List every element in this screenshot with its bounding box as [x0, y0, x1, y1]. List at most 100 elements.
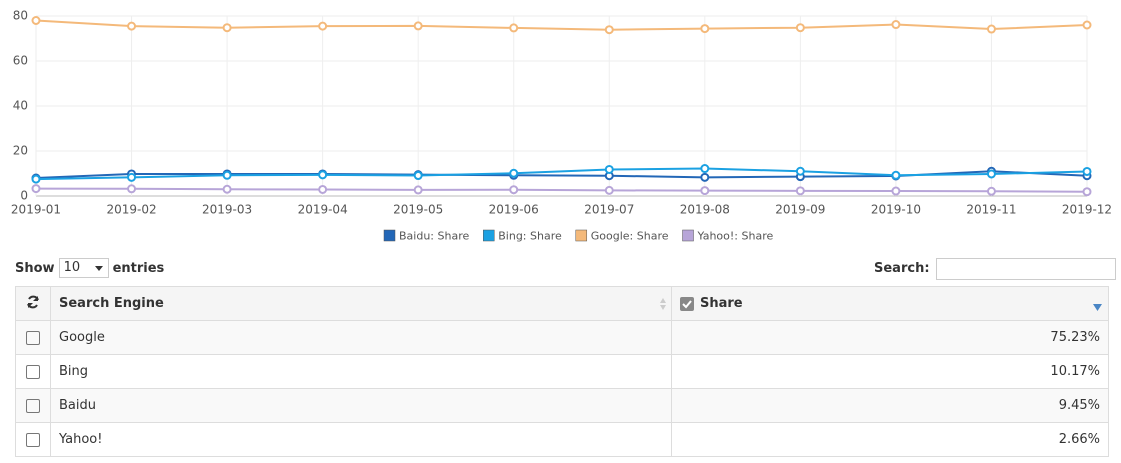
- point-marker: [604, 185, 614, 195]
- share-cell: 2.66%: [671, 422, 1109, 457]
- search-label: Search:: [874, 261, 930, 276]
- search-input[interactable]: [935, 258, 1116, 280]
- series-line: [35, 19, 1088, 31]
- point-marker: [891, 20, 901, 30]
- row-checkbox[interactable]: [26, 398, 40, 413]
- point-marker: [31, 184, 41, 194]
- y-tick-label: 40: [13, 99, 28, 113]
- point-marker: [795, 166, 805, 176]
- x-tick-label: 2019-12: [1062, 203, 1112, 217]
- chart: 0 20 40 60 80 2019-01 2019-02 2019-03 2019-04 201…: [11, 9, 1112, 243]
- header-text: Share: [700, 296, 743, 311]
- point-marker: [127, 21, 137, 31]
- point-marker: [1082, 187, 1092, 197]
- x-tick-label: 2019-02: [106, 203, 156, 217]
- sort-icon[interactable]: [1093, 304, 1102, 311]
- row-checkbox[interactable]: [26, 330, 40, 345]
- header-text: Search Engine: [59, 296, 164, 311]
- table-row[interactable]: Bing 10.17%: [15, 354, 1109, 389]
- refresh-icon[interactable]: [26, 295, 40, 309]
- engine-cell: Baidu: [50, 388, 672, 423]
- legend-swatch: [483, 229, 495, 242]
- show-label: Show: [15, 261, 55, 276]
- legend-label: Baidu: Share: [399, 230, 469, 243]
- x-tick-label: 2019-01: [11, 203, 61, 217]
- point-marker: [986, 186, 996, 196]
- x-tick-label: 2019-03: [202, 203, 252, 217]
- refresh-header[interactable]: [15, 286, 51, 321]
- share-cell: 9.45%: [671, 388, 1109, 423]
- y-tick-label: 20: [13, 144, 28, 158]
- x-tick-label: 2019-04: [298, 203, 348, 217]
- point-marker: [413, 21, 423, 31]
- point-marker: [413, 171, 423, 181]
- length-select[interactable]: 10: [58, 258, 109, 278]
- point-marker: [318, 170, 328, 180]
- legend-label: Bing: Share: [498, 230, 562, 243]
- point-marker: [509, 168, 519, 178]
- x-tick-label: 2019-09: [775, 203, 825, 217]
- row-checkbox[interactable]: [26, 364, 40, 379]
- point-marker: [222, 23, 232, 33]
- length-control: Show 10 entries: [15, 258, 164, 280]
- x-tick-label: 2019-11: [966, 203, 1016, 217]
- point-marker: [986, 24, 996, 34]
- legend-label: Yahoo!: Share: [697, 230, 774, 243]
- row-select: [15, 354, 51, 389]
- row-select: [15, 320, 51, 355]
- legend-swatch: [575, 229, 588, 242]
- data-table: Search Engine Share Google 75.23% Bing 10.1…: [15, 286, 1109, 457]
- x-tick-label: 2019-08: [680, 203, 730, 217]
- point-marker: [604, 164, 614, 174]
- sort-icon[interactable]: [659, 297, 667, 311]
- point-marker: [31, 174, 41, 184]
- y-tick-label: 0: [20, 189, 28, 203]
- column-checkbox[interactable]: [680, 296, 694, 311]
- table-row[interactable]: Baidu 9.45%: [15, 388, 1109, 423]
- column-header[interactable]: Search Engine: [50, 286, 672, 321]
- x-tick-label: 2019-06: [489, 203, 539, 217]
- point-marker: [700, 24, 710, 34]
- table-row[interactable]: Google 75.23%: [15, 320, 1109, 355]
- point-marker: [891, 186, 901, 196]
- x-tick-label: 2019-05: [393, 203, 443, 217]
- column-header[interactable]: Share: [671, 286, 1109, 321]
- series-line: [35, 187, 1088, 193]
- engine-cell: Yahoo!: [50, 422, 672, 457]
- point-marker: [318, 184, 328, 194]
- point-marker: [795, 186, 805, 196]
- x-tick-label: 2019-10: [871, 203, 921, 217]
- point-marker: [604, 25, 614, 35]
- y-tick-label: 80: [13, 9, 28, 23]
- point-marker: [891, 170, 901, 180]
- row-checkbox[interactable]: [26, 432, 40, 447]
- point-marker: [795, 23, 805, 33]
- legend-swatch: [383, 229, 396, 242]
- point-marker: [222, 170, 232, 180]
- point-marker: [509, 185, 519, 195]
- share-cell: 75.23%: [671, 320, 1109, 355]
- point-marker: [986, 169, 996, 179]
- point-marker: [127, 184, 137, 194]
- engine-cell: Google: [50, 320, 672, 355]
- x-tick-label: 2019-07: [584, 203, 634, 217]
- point-marker: [700, 164, 710, 174]
- point-marker: [222, 184, 232, 194]
- engine-cell: Bing: [50, 354, 672, 389]
- share-cell: 10.17%: [671, 354, 1109, 389]
- point-marker: [700, 186, 710, 196]
- legend-label: Google: Share: [591, 230, 669, 243]
- row-select: [15, 422, 51, 457]
- point-marker: [31, 16, 41, 25]
- point-marker: [1082, 20, 1092, 30]
- legend-swatch: [682, 229, 694, 242]
- entries-label: entries: [112, 261, 165, 276]
- point-marker: [318, 21, 328, 31]
- table-row[interactable]: Yahoo! 2.66%: [15, 422, 1109, 457]
- point-marker: [413, 185, 423, 195]
- point-marker: [127, 172, 137, 182]
- row-select: [15, 388, 51, 423]
- series-line: [35, 167, 1088, 181]
- point-marker: [700, 172, 710, 182]
- point-marker: [509, 23, 519, 33]
